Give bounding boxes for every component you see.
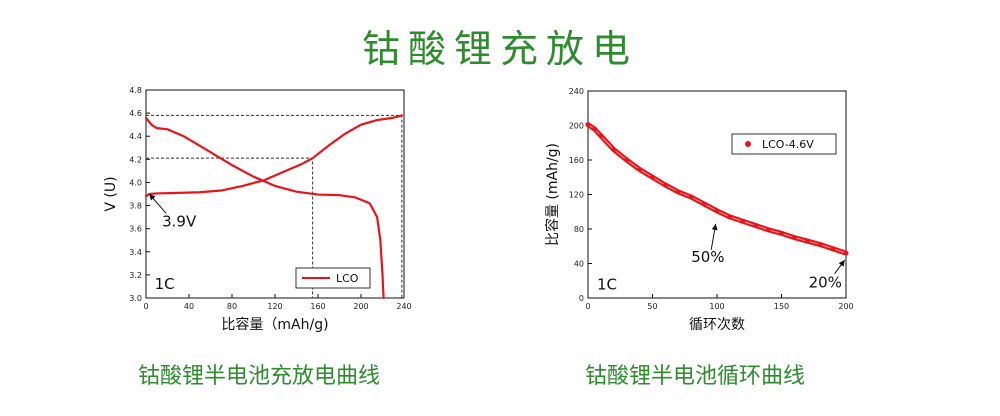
c1-series-point (611, 147, 617, 153)
c0-y-tick-label: 3.6 (129, 225, 142, 234)
c0-y-tick-label: 3.2 (129, 271, 142, 280)
right-chart-caption: 钴酸锂半电池循环曲线 (585, 364, 806, 389)
c1-legend-box (731, 133, 837, 155)
c1-series-point (830, 246, 836, 252)
c1-series-point (779, 230, 784, 236)
c1-legend-label: LCO-4.6V (762, 138, 814, 151)
c1-x-axis-label: 循环次数 (689, 317, 745, 333)
c1-x-tick-label: 150 (774, 302, 789, 311)
c0-y-tick-label: 4.0 (129, 178, 142, 187)
c1-series-point (817, 242, 823, 247)
c1-y-tick-label: 160 (569, 156, 584, 165)
c1-series-point (624, 157, 630, 163)
c0-x-tick-label: 200 (353, 302, 368, 311)
c1-x-tick-label: 200 (838, 302, 853, 311)
c1-series-point (714, 208, 720, 214)
c1-series-point (675, 189, 681, 195)
c1-series-point (792, 235, 797, 241)
c0-series-line-0 (144, 114, 403, 198)
c0-series-line-1 (144, 116, 385, 300)
c0-y-tick-label: 4.8 (129, 86, 142, 95)
c1-y-axis-label: 比容量 (mAh/g) (544, 143, 561, 246)
c0-x-tick-label: 120 (267, 302, 282, 311)
c0-y-tick-label: 3.0 (129, 294, 142, 303)
c1-annotation-1: 20% (809, 274, 842, 292)
c1-legend-marker (745, 141, 751, 147)
c1-series-point (701, 201, 707, 207)
c1-y-tick-label: 40 (574, 260, 584, 269)
c1-annotation-2: 1C (597, 275, 617, 293)
c1-annotation-arrow-1-head (838, 260, 845, 267)
c1-series-point (585, 122, 591, 128)
c1-y-tick-label: 0 (579, 294, 584, 303)
c1-series-point (637, 167, 642, 172)
c1-series-point (843, 250, 849, 256)
c1-series-point (766, 227, 771, 233)
c0-x-axis-label: 比容量（mAh/g) (221, 316, 328, 333)
c1-y-tick-label: 80 (574, 225, 584, 234)
c1-annotation-0: 50% (691, 248, 724, 266)
c1-y-tick-label: 200 (569, 122, 584, 131)
c0-y-tick-label: 4.4 (129, 132, 142, 141)
page-title: 钴酸锂充放电 (361, 27, 638, 71)
c0-y-tick-label: 4.6 (129, 109, 142, 118)
c1-series-point (740, 218, 746, 224)
c1-series-point (598, 133, 604, 139)
c0-x-tick-label: 240 (396, 302, 411, 311)
c1-series-point (688, 194, 694, 200)
c1-y-tick-label: 120 (569, 191, 584, 200)
c1-series-point (804, 238, 810, 244)
c0-x-tick-label: 0 (143, 302, 148, 311)
c1-annotation-arrow-0-head (711, 223, 718, 231)
c1-series-point (727, 214, 733, 220)
c0-annotation-0: 3.9V (162, 212, 197, 230)
c1-y-tick-label: 240 (569, 87, 584, 96)
c0-legend-box (295, 267, 371, 289)
c0-y-tick-label: 4.2 (129, 155, 142, 164)
c0-y-axis-label: V (U) (103, 176, 119, 211)
c1-series-highlight-0 (587, 124, 847, 254)
c1-series-point (663, 182, 668, 188)
c0-x-tick-label: 40 (184, 302, 194, 311)
c1-x-tick-label: 50 (647, 302, 657, 311)
c0-annotation-1: 1C (155, 275, 175, 293)
c1-x-tick-label: 100 (709, 302, 724, 311)
c0-annotation-arrow-0-head (149, 194, 156, 201)
c1-x-tick-label: 0 (585, 302, 590, 311)
c0-y-tick-label: 3.8 (129, 202, 142, 211)
c0-y-tick-label: 3.4 (129, 248, 142, 257)
c0-x-tick-label: 160 (310, 302, 325, 311)
c0-x-tick-label: 80 (227, 302, 237, 311)
c0-legend-label: LCO (336, 272, 359, 285)
c1-series-point (592, 126, 597, 132)
c1-series-point (650, 174, 655, 180)
c1-series-point (753, 223, 759, 228)
left-chart-caption: 钴酸锂半电池充放电曲线 (138, 364, 381, 389)
c0-plot-frame (145, 89, 405, 299)
c1-plot-frame (587, 90, 847, 299)
